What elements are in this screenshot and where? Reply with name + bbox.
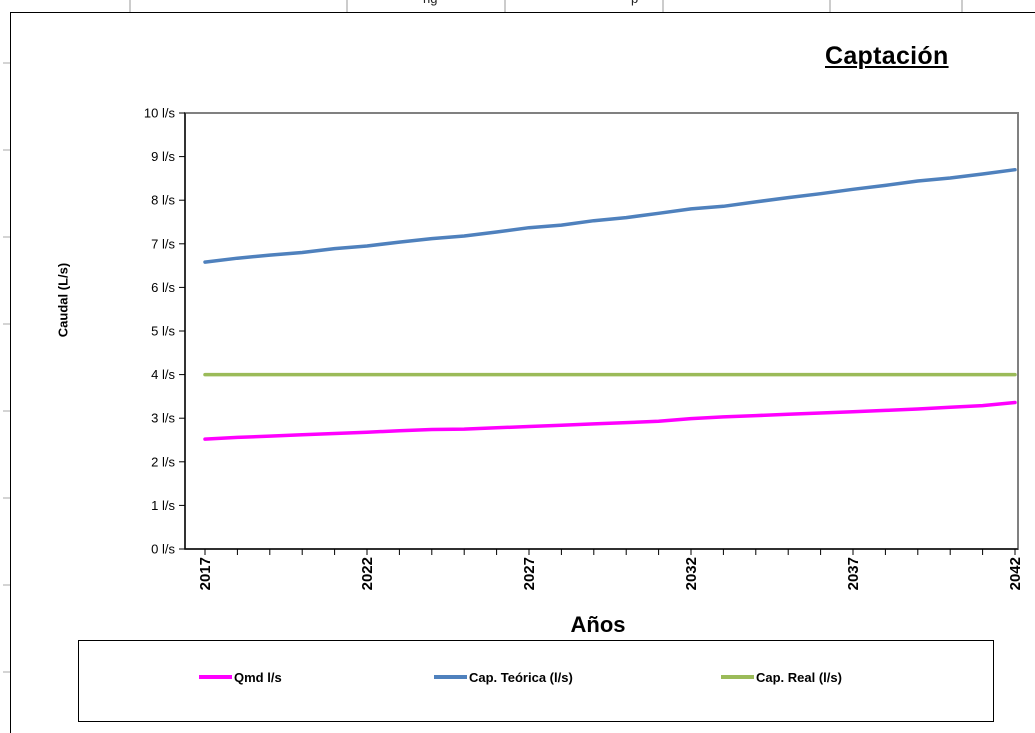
left-edge-ticks <box>3 62 10 673</box>
series-line-cap-te-rica-l-s <box>203 167 1017 264</box>
y-tick-label: 3 l/s <box>151 411 175 426</box>
x-tick-label: 2042 <box>1007 557 1024 590</box>
y-tick-label: 4 l/s <box>151 367 175 382</box>
y-tick-label: 8 l/s <box>151 193 175 208</box>
legend-item-qmd: Qmd l/s <box>199 669 282 685</box>
y-tick-label: 7 l/s <box>151 236 175 251</box>
y-tick-label: 2 l/s <box>151 454 175 469</box>
y-tick-label: 9 l/s <box>151 149 175 164</box>
legend-swatch-qmd <box>199 675 232 679</box>
legend-label-cap-teorica: Cap. Teórica (l/s) <box>469 669 573 685</box>
x-tick-label: 2037 <box>845 557 862 590</box>
legend-swatch-cap-teorica <box>434 675 467 679</box>
plot-border <box>184 112 1019 550</box>
x-tick-label: 2022 <box>359 557 376 590</box>
y-tick-label: 5 l/s <box>151 324 175 339</box>
top-edge-ticks <box>129 0 963 12</box>
chart-frame <box>10 12 1035 733</box>
legend-item-cap-teorica: Cap. Teórica (l/s) <box>434 669 573 685</box>
series-line-qmd-l-s <box>203 400 1017 441</box>
cut-off-text-right: p <box>631 0 638 6</box>
chart-title: Captación <box>825 42 949 70</box>
legend-item-cap-real: Cap. Real (l/s) <box>721 669 842 685</box>
x-tick-label: 2032 <box>683 557 700 590</box>
plot-area: 0 l/s 1 l/s 2 l/s 3 l/s 4 l/s 5 l/s 6 l/s 7 l/s… <box>144 106 1024 591</box>
x-tick-label: 2027 <box>521 557 538 590</box>
legend-label-qmd: Qmd l/s <box>234 669 282 685</box>
cut-off-text-left: ng <box>423 0 437 6</box>
y-tick-label: 0 l/s <box>151 542 175 557</box>
y-tick-label: 6 l/s <box>151 280 175 295</box>
legend-label-cap-real: Cap. Real (l/s) <box>756 669 842 685</box>
legend: Qmd l/s Cap. Teórica (l/s) Cap. Real (l/… <box>78 640 994 722</box>
y-tick-label: 1 l/s <box>151 498 175 513</box>
y-tick-label: 10 l/s <box>144 106 176 121</box>
x-axis-label: Años <box>570 612 626 637</box>
x-tick-label: 2017 <box>197 557 214 590</box>
legend-swatch-cap-real <box>721 675 754 679</box>
